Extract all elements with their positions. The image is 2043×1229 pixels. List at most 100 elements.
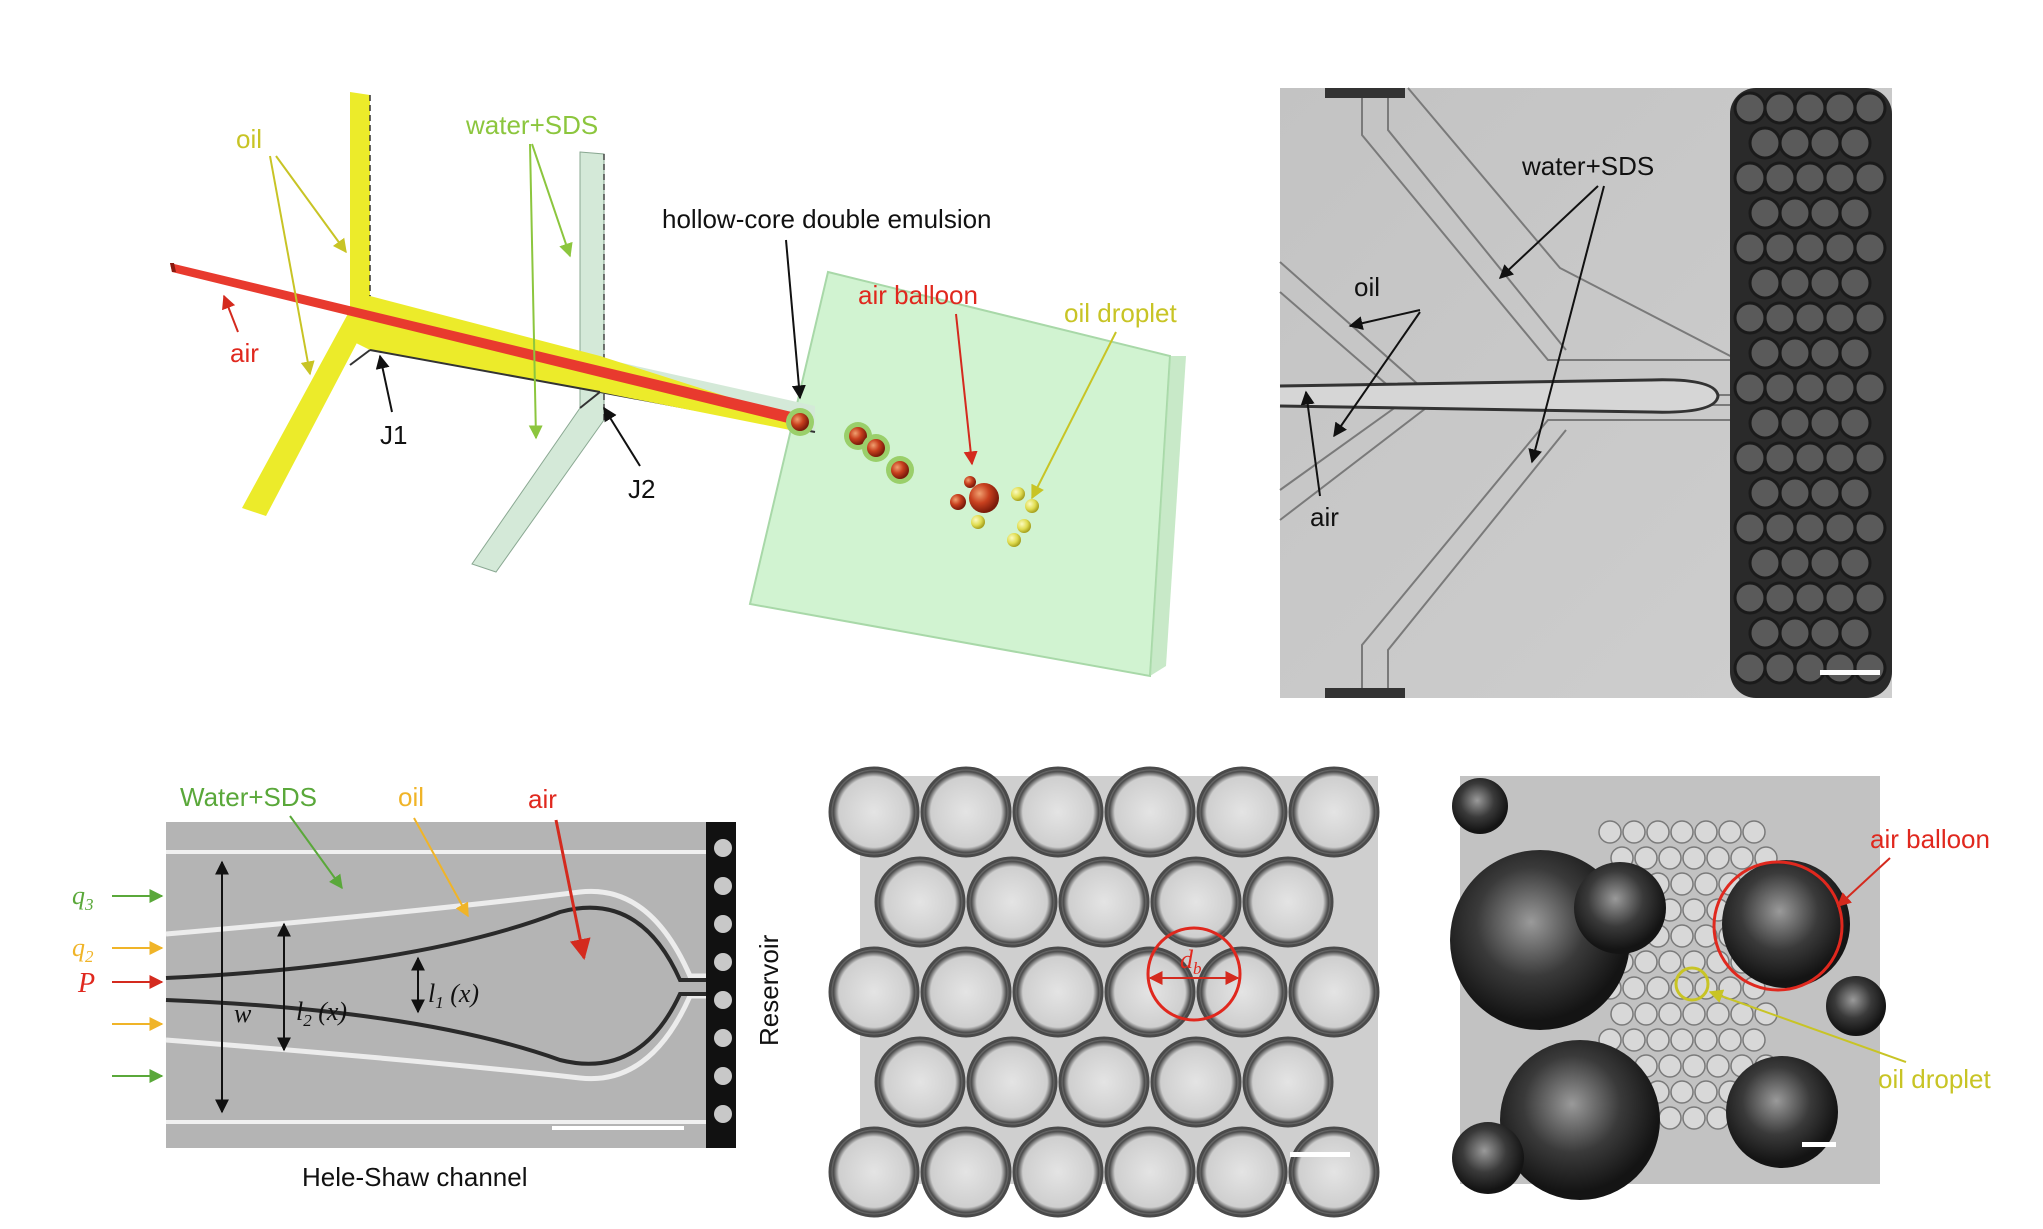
bubble [1808,266,1842,300]
label-b-water-sds: water+SDS [1521,151,1654,181]
bubble [1793,371,1827,405]
label-water-sds: water+SDS [465,110,598,140]
bubble [1706,1002,1730,1026]
bubble [1658,1002,1682,1026]
e-oil-droplet-circle [1674,966,1710,1002]
bubble [966,1036,1058,1128]
bubble [1196,946,1288,1038]
bubble [1853,231,1887,265]
bubble [1012,1126,1104,1218]
oil-channel-vertical [242,92,370,516]
bubble [1658,1106,1682,1130]
bubble [1658,950,1682,974]
label-e-air-balloon: air balloon [1870,824,1990,854]
bubble [828,946,920,1038]
bubble [1288,946,1380,1038]
bubble [1694,924,1718,948]
label-j1: J1 [380,420,407,450]
bubble [1733,91,1767,125]
bubble [1748,266,1782,300]
label-oil-droplet: oil droplet [1064,298,1178,328]
bubble [1748,546,1782,580]
panel-c-hele-shaw: q3 q2 P w l2 (x) l1 (x) Water+SDS oil ai… [72,782,784,1192]
oil-droplet [1025,499,1039,513]
bubble [1808,336,1842,370]
bubble [1748,196,1782,230]
bubble [1104,766,1196,858]
bubble [1646,1028,1670,1052]
bubble [1150,1036,1242,1128]
bubble [1694,1080,1718,1104]
reservoir-bubbles [1733,91,1887,685]
bubble [1242,1036,1334,1128]
bubble [1838,336,1872,370]
panel-a-schematic: oil water+SDS air hollow-core double emu… [170,92,1186,678]
bubble [874,1036,966,1128]
bubble [920,766,1012,858]
bubble [1634,846,1658,870]
label-db: db [1180,945,1202,978]
bubble [1838,126,1872,160]
bubble [1763,441,1797,475]
air-interface [165,905,706,982]
bubble [1778,196,1812,230]
label-air-balloon: air balloon [858,280,978,310]
bubble [828,1126,920,1218]
bubble [1778,336,1812,370]
air-finger [1279,378,1720,414]
bubble [1748,406,1782,440]
label-hollow-core: hollow-core double emulsion [662,204,992,234]
bubble [1288,1126,1380,1218]
label-l2: l2 (x) [296,997,347,1030]
bubble [1670,1080,1694,1104]
bubble [1288,766,1380,858]
bubble [1670,872,1694,896]
label-b-air: air [1310,502,1339,532]
bubble [1808,406,1842,440]
bubble [1733,581,1767,615]
bubble [1808,616,1842,650]
bubble [1763,651,1797,685]
bubble [1748,616,1782,650]
bubble [1748,126,1782,160]
bubble [1634,950,1658,974]
bubble [1808,126,1842,160]
bubble [1838,476,1872,510]
bubble [1646,820,1670,844]
air-balloon [969,483,999,513]
bubble [1670,924,1694,948]
bubble [966,856,1058,948]
bubble [1694,820,1718,844]
bubble [1823,161,1857,195]
bubble [828,766,920,858]
bubble [1104,1126,1196,1218]
bubble [1763,511,1797,545]
label-c-oil: oil [398,782,424,812]
bubble [1682,1106,1706,1130]
bubble [1808,196,1842,230]
bubble [1793,231,1827,265]
bubble [1778,406,1812,440]
bubble [1694,872,1718,896]
panel-d-bubbles: db [828,766,1380,1218]
db-circle [1146,926,1242,1022]
bubble [1763,301,1797,335]
bubble [1838,616,1872,650]
air-channel [170,263,800,426]
bubble [1793,161,1827,195]
bubble [1748,336,1782,370]
bubble [1196,1126,1288,1218]
bubble [1853,371,1887,405]
bubble [1682,846,1706,870]
bubble [1853,91,1887,125]
bubble [1733,161,1767,195]
bubble [1793,441,1827,475]
label-c-air: air [528,784,557,814]
bubble [1793,581,1827,615]
label-q3: q3 [72,881,94,914]
bubble [1718,1028,1742,1052]
bubble [1682,1054,1706,1078]
bubble [1718,820,1742,844]
bubble [1733,441,1767,475]
bubble [1778,266,1812,300]
